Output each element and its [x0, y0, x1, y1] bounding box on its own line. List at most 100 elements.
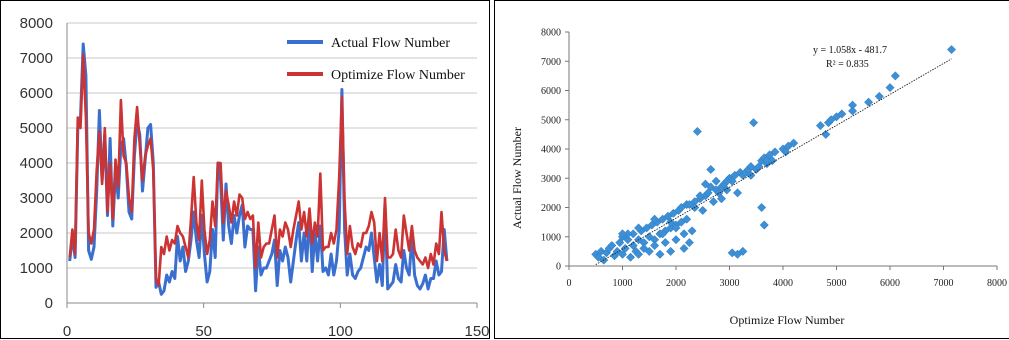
- scatter-point: [644, 232, 654, 242]
- legend-label-optimize: Optimize Flow Number: [331, 68, 465, 83]
- scatter-point: [700, 179, 710, 189]
- line-chart-series: [68, 42, 449, 296]
- x-tick-label: 0: [567, 278, 572, 289]
- y-tick-label: 5000: [541, 115, 561, 126]
- scatter-chart-points: [591, 44, 957, 265]
- scatter-point: [708, 197, 719, 207]
- scatter-point: [770, 147, 780, 157]
- line-chart-legend: Actual Flow Number Optimize Flow Number: [287, 36, 465, 83]
- scatter-point: [789, 138, 799, 148]
- scatter-point: [607, 240, 617, 251]
- scatter-point: [698, 205, 708, 215]
- scatter-point: [847, 106, 858, 116]
- line-chart-x-ticks: 0 50 100 150: [63, 303, 490, 340]
- scatter-point: [679, 243, 689, 254]
- line-chart-panel: 0 1000 2000 3000 4000 5000 6000 7000 8000 0 50 100…: [0, 0, 490, 340]
- y-axis-title: Actual Flow Number: [510, 127, 524, 229]
- trendline-equation: y = 1.058x - 481.7: [813, 45, 887, 56]
- scatter-point: [655, 249, 665, 259]
- x-tick-label: 2000: [666, 278, 686, 289]
- line-chart: 0 1000 2000 3000 4000 5000 6000 7000 8000 0 50 100…: [20, 15, 490, 340]
- scatter-point: [716, 194, 727, 204]
- scatter-point: [666, 246, 676, 256]
- y-tick-label: 6000: [20, 85, 53, 102]
- scatter-point: [650, 240, 660, 251]
- scatter-point: [946, 44, 957, 55]
- x-tick-label: 8000: [987, 278, 1007, 289]
- y-tick-label: 6000: [541, 86, 561, 97]
- line-chart-gridlines: [66, 22, 477, 304]
- scatter-point: [706, 164, 716, 175]
- x-tick-label: 7000: [934, 278, 954, 289]
- scatter-point: [711, 176, 721, 186]
- y-tick-label: 0: [556, 262, 561, 273]
- scatter-point: [695, 191, 705, 201]
- scatter-point: [757, 202, 767, 213]
- y-tick-label: 5000: [20, 120, 53, 137]
- scatter-point: [658, 229, 668, 239]
- scatter-point: [762, 156, 772, 166]
- scatter-chart-panel: 0 1000 2000 3000 4000 5000 6000 7000 8000 0 1000 2…: [494, 0, 1009, 339]
- scatter-point: [633, 249, 644, 259]
- scatter-point: [890, 71, 900, 81]
- y-tick-label: 3000: [541, 174, 561, 185]
- scatter-point: [815, 121, 826, 131]
- x-tick-label: 5000: [827, 278, 847, 289]
- scatter-point: [660, 238, 670, 248]
- x-tick-label: 0: [63, 323, 71, 340]
- scatter-point: [623, 235, 633, 245]
- y-tick-label: 2000: [20, 225, 53, 242]
- scatter-point: [644, 246, 654, 256]
- y-tick-label: 1000: [541, 232, 561, 243]
- y-tick-label: 4000: [541, 145, 561, 156]
- scatter-point: [671, 235, 681, 245]
- scatter-point: [722, 176, 732, 186]
- y-tick-label: 1000: [20, 260, 53, 277]
- scatter-point: [617, 229, 628, 239]
- y-tick-label: 8000: [20, 15, 53, 32]
- line-chart-y-ticks: 0 1000 2000 3000 4000 5000 6000 7000 8000: [20, 15, 53, 312]
- scatter-point: [759, 220, 769, 230]
- legend-label-actual: Actual Flow Number: [331, 36, 450, 51]
- scatter-chart-x-ticks: 0 1000 2000 3000 4000 5000 6000 7000 8000: [567, 266, 1007, 289]
- y-tick-label: 8000: [541, 28, 561, 39]
- scatter-point: [679, 229, 689, 239]
- x-tick-label: 6000: [880, 278, 900, 289]
- scatter-point: [612, 246, 622, 256]
- x-axis-title: Optimize Flow Number: [730, 313, 845, 327]
- scatter-point: [864, 97, 874, 107]
- scatter-point: [633, 223, 644, 233]
- scatter-point: [682, 214, 692, 224]
- scatter-point: [666, 217, 676, 227]
- y-tick-label: 4000: [20, 155, 53, 172]
- scatter-point: [684, 238, 694, 248]
- scatter-point: [837, 109, 847, 119]
- y-tick-label: 7000: [541, 57, 561, 68]
- series-line-optimize: [68, 53, 449, 287]
- scatter-point: [885, 83, 895, 93]
- y-tick-label: 0: [45, 295, 53, 312]
- x-tick-label: 1000: [613, 278, 633, 289]
- x-tick-label: 50: [195, 323, 212, 340]
- y-tick-label: 7000: [20, 50, 53, 67]
- scatter-point: [687, 226, 697, 236]
- scatter-point: [671, 223, 681, 233]
- scatter-chart: 0 1000 2000 3000 4000 5000 6000 7000 8000 0 1000 2…: [510, 28, 1007, 328]
- scatter-point: [732, 188, 743, 198]
- x-tick-label: 3000: [720, 278, 740, 289]
- scatter-chart-y-ticks: 0 1000 2000 3000 4000 5000 6000 7000 8000: [541, 28, 569, 273]
- y-tick-label: 3000: [20, 190, 53, 207]
- x-tick-label: 4000: [773, 278, 793, 289]
- trendline: [595, 58, 952, 266]
- trendline-r-squared: R² = 0.835: [826, 59, 869, 70]
- scatter-point: [738, 246, 748, 256]
- x-tick-label: 100: [328, 323, 353, 340]
- scatter-point: [596, 246, 606, 256]
- scatter-point: [650, 214, 660, 224]
- y-tick-label: 2000: [541, 203, 561, 214]
- x-tick-label: 150: [464, 323, 489, 340]
- scatter-point: [749, 118, 759, 128]
- scatter-point: [722, 185, 732, 195]
- scatter-point: [625, 252, 636, 262]
- scatter-point: [692, 126, 702, 137]
